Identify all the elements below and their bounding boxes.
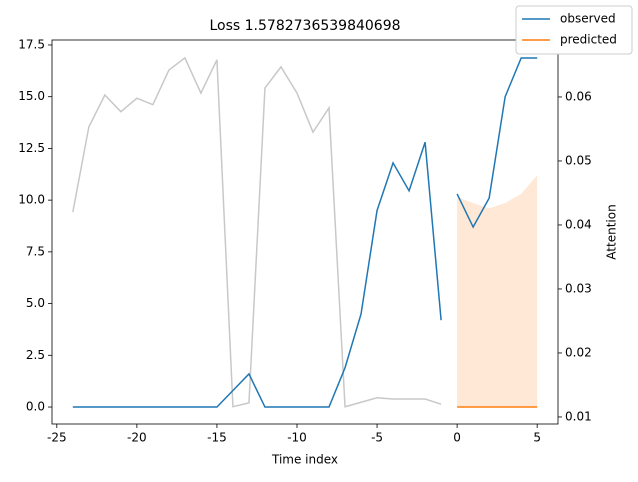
x-tick-label: -20 (127, 431, 147, 445)
y-tick-label: 15.0 (18, 89, 45, 103)
y2-axis-label: Attention (605, 204, 619, 259)
y-tick-label: 12.5 (18, 141, 45, 155)
quantile-band (457, 175, 538, 408)
legend-box (515, 5, 633, 55)
y-tick-label: 0.0 (26, 400, 45, 414)
x-tick-label: 5 (533, 431, 541, 445)
y-tick-label: 10.0 (18, 193, 45, 207)
x-tick-label: -25 (47, 431, 67, 445)
observed-line (72, 141, 442, 408)
legend-label: predicted (560, 33, 617, 47)
chart-title: Loss 1.5782736539840698 (209, 18, 400, 34)
x-tick-label: -15 (207, 431, 227, 445)
y2-tick-label: 0.04 (565, 217, 592, 231)
y2-tick-label: 0.06 (565, 89, 592, 103)
y-tick-label: 2.5 (26, 348, 45, 362)
y-tick-label: 7.5 (26, 244, 45, 258)
legend-label: observed (560, 12, 616, 26)
attention-line (72, 56, 442, 408)
y2-tick-label: 0.03 (565, 281, 592, 295)
y2-tick-label: 0.05 (565, 153, 592, 167)
x-tick-label: 0 (453, 431, 461, 445)
x-tick-label: -5 (371, 431, 383, 445)
x-axis-label: Time index (271, 453, 338, 467)
y2-tick-label: 0.01 (565, 409, 592, 423)
y-tick-label: 17.5 (18, 37, 45, 51)
y2-tick-label: 0.02 (565, 345, 592, 359)
plot-frame (51, 39, 559, 425)
y-tick-label: 5.0 (26, 296, 45, 310)
observed-target-line (456, 57, 538, 229)
x-tick-label: -10 (287, 431, 307, 445)
